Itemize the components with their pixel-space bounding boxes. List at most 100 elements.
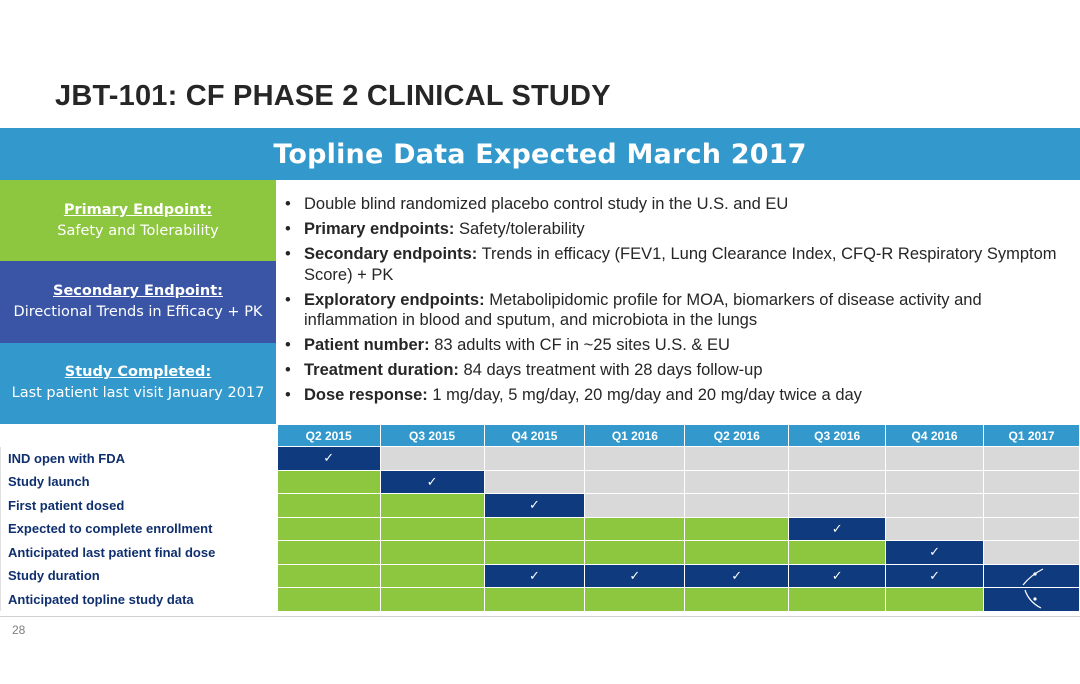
primary-endpoint-box: Primary Endpoint: Safety and Tolerabilit… [0,180,276,262]
quarter-header: Q1 2016 [584,424,686,447]
timeline-cell-empty [788,446,887,471]
timeline-cell-milestone: ✓ [379,469,485,494]
timeline-cell-milestone: ✓ [788,516,887,541]
quarter-header: Q3 2016 [788,424,887,447]
study-details-list: Double blind randomized placebo control … [285,194,1065,410]
timeline-cell-empty [885,446,985,471]
timeline-cell-complete [584,540,686,565]
check-icon: ✓ [529,567,540,583]
quarter-header: Q4 2016 [885,424,985,447]
page-number: 28 [12,623,26,637]
timeline-row: Anticipated topline study data [0,587,1080,612]
check-icon: ✓ [731,567,743,583]
timeline-cell-complete [276,469,381,494]
timeline-cell-complete [483,587,586,612]
timeline-row: Anticipated last patient final dose ✓ [0,540,1080,565]
timeline-cell-complete [483,516,586,541]
check-icon: ✓ [929,567,941,583]
timeline-row: Study duration ✓ ✓ ✓ ✓ ✓ [0,563,1080,588]
timeline-body: IND open with FDA ✓ Study launch ✓ First pat… [0,446,1080,612]
check-icon: ✓ [929,544,941,560]
quarter-header: Q1 2017 [983,424,1080,447]
timeline-cell-empty [684,469,790,494]
timeline-cell-complete [379,540,485,565]
milestone-label: Anticipated topline study data [0,587,278,611]
check-icon: ✓ [323,450,335,466]
timeline-cell-empty [983,469,1080,494]
bullet-item: Patient number: 83 adults with CF in ~25… [285,335,1065,356]
timeline-cell-milestone: ✓ [885,540,985,565]
timeline-cell-complete [276,563,381,588]
timeline-cell-complete [276,516,381,541]
timeline-cell-complete [379,516,485,541]
timeline-cell-complete [788,587,887,612]
timeline-cell-complete [684,540,790,565]
primary-endpoint-text: Safety and Tolerability [57,222,219,239]
quarter-header: Q2 2015 [276,424,381,447]
milestone-label: Study duration [0,564,278,588]
timeline-cell-complete [684,516,790,541]
sparkle-icon [1023,590,1041,609]
timeline-cell-milestone: ✓ [276,446,381,471]
footer-divider [0,616,1080,617]
timeline-cell-complete [379,563,485,588]
timeline-cell-complete [379,493,485,518]
milestone-label: First patient dosed [0,493,278,517]
milestone-label: Anticipated last patient final dose [0,540,278,564]
secondary-endpoint-text: Directional Trends in Efficacy + PK [13,303,263,320]
timeline-cell-empty [483,469,586,494]
quarter-header: Q2 2016 [684,424,790,447]
quarter-header: Q3 2015 [379,424,485,447]
timeline-row: Expected to complete enrollment ✓ [0,516,1080,541]
check-icon: ✓ [831,567,843,583]
milestone-label: Expected to complete enrollment [0,517,278,541]
timeline-cell-milestone: ✓ [584,563,686,588]
timeline-cell-empty [885,493,985,518]
bullet-item: Primary endpoints: Safety/tolerability [285,219,1065,240]
timeline-header-row: Q2 2015 Q3 2015 Q4 2015 Q1 2016 Q2 2016 … [0,424,1080,447]
bullet-item: Treatment duration: 84 days treatment wi… [285,360,1065,381]
bullet-item: Secondary endpoints: Trends in efficacy … [285,244,1065,285]
timeline-cell-complete [276,587,381,612]
timeline-cell-complete [788,540,887,565]
timeline-cell-complete [379,587,485,612]
study-completed-box: Study Completed: Last patient last visit… [0,342,276,424]
timeline-cell-milestone [983,563,1080,588]
timeline-cell-empty [788,493,887,518]
timeline-row: First patient dosed ✓ [0,493,1080,518]
timeline-cell-empty [684,446,790,471]
timeline-cell-complete [276,540,381,565]
secondary-endpoint-heading: Secondary Endpoint: [53,282,223,299]
timeline-cell-milestone [983,587,1080,612]
timeline-cell-empty [885,516,985,541]
timeline-cell-empty [584,446,686,471]
timeline-cell-empty [983,540,1080,565]
timeline-cell-empty [584,493,686,518]
timeline-cell-empty [483,446,586,471]
timeline-cell-complete [584,516,686,541]
check-icon: ✓ [629,567,641,583]
timeline-cell-milestone: ✓ [684,563,790,588]
timeline-cell-empty [983,446,1080,471]
timeline-cell-empty [379,446,485,471]
timeline-cell-empty [885,469,985,494]
study-completed-text: Last patient last visit January 2017 [11,385,265,402]
timeline-cell-empty [983,493,1080,518]
timeline-cell-empty [584,469,686,494]
timeline-cell-empty [788,469,887,494]
milestone-label: IND open with FDA [0,446,278,470]
study-completed-heading: Study Completed: [64,364,212,381]
quarter-header: Q4 2015 [483,424,586,447]
sparkle-icon [1022,568,1043,586]
timeline-cell-milestone: ✓ [483,493,586,518]
check-icon: ✓ [529,497,540,513]
timeline-cell-complete [483,540,586,565]
timeline-cell-complete [684,587,790,612]
bullet-item: Exploratory endpoints: Metabolipidomic p… [285,290,1065,331]
timeline-cell-complete [584,587,686,612]
timeline-cell-empty [684,493,790,518]
bullet-item: Dose response: 1 mg/day, 5 mg/day, 20 mg… [285,385,1065,406]
primary-endpoint-heading: Primary Endpoint: [63,201,213,218]
timeline-cell-complete [276,493,381,518]
timeline-cell-milestone: ✓ [483,563,586,588]
